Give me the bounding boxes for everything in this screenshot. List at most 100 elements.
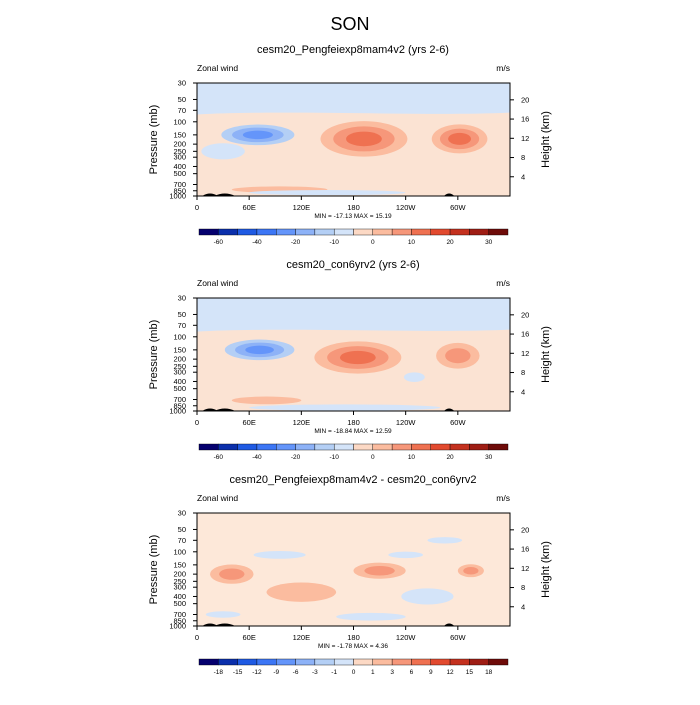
terrain-3 — [443, 408, 455, 411]
contour-band-1 — [197, 83, 510, 115]
x-tick-label: 60E — [242, 633, 255, 642]
plot-area — [197, 513, 510, 626]
colorbar-swatch — [391, 658, 412, 666]
y-tick-label: 500 — [173, 599, 186, 608]
contour-level-10-1 — [427, 537, 463, 544]
x-tick-label: 60W — [450, 418, 466, 427]
y-tick-label: 150 — [173, 130, 186, 139]
y-right-tick-label: 16 — [521, 330, 529, 339]
min-max-label: MIN = -18.84 MAX = 12.59 — [314, 428, 392, 435]
y-right-tick-label: 8 — [521, 153, 525, 162]
y-tick-label: 50 — [178, 95, 186, 104]
contour-level-7-1 — [249, 190, 406, 196]
y-tick-label: 300 — [173, 153, 186, 162]
y-tick-label: 500 — [173, 384, 186, 393]
colorbar-swatch — [353, 443, 374, 451]
x-tick-label: 0 — [195, 418, 199, 427]
y-tick-label: 50 — [178, 310, 186, 319]
terrain-1 — [202, 408, 218, 411]
colorbar-swatch — [430, 658, 451, 666]
colorbar-swatch — [411, 658, 431, 666]
colorbar-swatch — [314, 658, 335, 666]
min-max-label: MIN = -17.13 MAX = 15.19 — [314, 213, 392, 220]
y-tick-label: 70 — [178, 106, 186, 115]
colorbar-label: -20 — [291, 239, 301, 246]
contour-level-9-1 — [336, 612, 406, 621]
y-tick-label: 100 — [173, 117, 186, 126]
y-axis-label-right: Height (km) — [540, 111, 552, 168]
y-tick-label: 200 — [173, 355, 186, 364]
colorbar-label: -9 — [273, 669, 279, 676]
y-tick-label: 70 — [178, 536, 186, 545]
y-tick-label: 30 — [178, 79, 186, 88]
x-tick-label: 180 — [347, 418, 360, 427]
colorbar-swatch — [391, 443, 412, 451]
x-tick-label: 180 — [347, 203, 360, 212]
colorbar-label: 0 — [371, 239, 375, 246]
colorbar-label: -10 — [329, 239, 339, 246]
colorbar-swatch — [430, 228, 451, 236]
colorbar-swatch — [256, 658, 277, 666]
y-right-tick-label: 4 — [521, 387, 525, 396]
contour-level-2-3 — [245, 345, 274, 355]
colorbar-swatch — [449, 228, 470, 236]
y-tick-label: 250 — [173, 147, 186, 156]
colorbar-swatch — [372, 443, 393, 451]
y-tick-label: 30 — [178, 294, 186, 303]
colorbar-swatch — [353, 658, 374, 666]
colorbar-label: -60 — [214, 239, 224, 246]
colorbar-swatch — [411, 228, 431, 236]
colorbar-swatch — [372, 658, 393, 666]
colorbar-label: -60 — [214, 454, 224, 461]
y-right-tick-label: 4 — [521, 602, 525, 611]
y-right-tick-label: 8 — [521, 583, 525, 592]
colorbar-label: 20 — [446, 239, 454, 246]
x-tick-label: 60E — [242, 203, 255, 212]
y-tick-label: 1000 — [169, 622, 186, 631]
colorbar-swatch — [372, 228, 393, 236]
y-right-tick-label: 4 — [521, 172, 525, 181]
figure-title: SON — [330, 14, 369, 34]
y-tick-label: 100 — [173, 332, 186, 341]
chart-panel-3: cesm20_Pengfeiexp8mam4v2 - cesm20_con6yr… — [148, 474, 552, 676]
right-string: m/s — [496, 493, 510, 503]
panel-title: cesm20_Pengfeiexp8mam4v2 (yrs 2-6) — [257, 44, 449, 56]
x-tick-label: 180 — [347, 633, 360, 642]
x-tick-label: 120E — [293, 633, 311, 642]
y-axis-label-right: Height (km) — [540, 541, 552, 598]
contour-level-1-2 — [219, 568, 245, 580]
y-tick-label: 700 — [173, 395, 186, 404]
colorbar-swatch — [469, 443, 489, 451]
y-tick-label: 500 — [173, 169, 186, 178]
terrain-2 — [214, 193, 236, 196]
terrain-3 — [443, 623, 455, 626]
y-tick-label: 150 — [173, 345, 186, 354]
colorbar-label: 0 — [352, 669, 356, 676]
left-string: Zonal wind — [197, 278, 238, 288]
colorbar-swatch — [488, 443, 509, 451]
x-tick-label: 0 — [195, 203, 199, 212]
colorbar-label: 1 — [371, 669, 375, 676]
colorbar-swatch — [488, 228, 509, 236]
colorbar-swatch — [469, 658, 489, 666]
y-axis-label: Pressure (mb) — [148, 320, 160, 390]
y-tick-label: 200 — [173, 570, 186, 579]
contour-level-3-1 — [201, 143, 245, 160]
contour-level-4-2 — [445, 348, 471, 364]
colorbar-swatch — [314, 228, 335, 236]
right-string: m/s — [496, 63, 510, 73]
y-tick-label: 400 — [173, 592, 186, 601]
y-axis-label-right: Height (km) — [540, 326, 552, 383]
colorbar-label: 20 — [446, 454, 454, 461]
y-tick-label: 250 — [173, 362, 186, 371]
colorbar-label: 18 — [485, 669, 493, 676]
colorbar-label: -12 — [252, 669, 262, 676]
colorbar-label: -15 — [233, 669, 243, 676]
colorbar-label: 6 — [410, 669, 414, 676]
contour-level-2-2 — [364, 566, 395, 576]
terrain-1 — [202, 193, 218, 196]
colorbar-swatch — [237, 228, 258, 236]
y-tick-label: 30 — [178, 509, 186, 518]
colorbar-swatch — [449, 443, 470, 451]
